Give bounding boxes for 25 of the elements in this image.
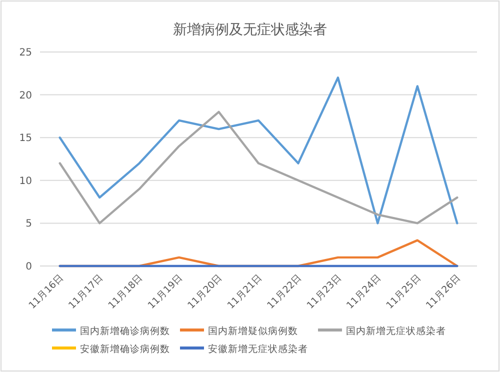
x-tick-label: 11月22日 (265, 272, 304, 312)
legend-label: 国内新增疑似病例数 (208, 325, 298, 337)
y-tick-label: 5 (26, 218, 32, 230)
x-tick-label: 11月18日 (106, 272, 146, 312)
line-series (58, 110, 458, 224)
x-tick-label: 11月19日 (146, 272, 186, 312)
x-tick-label: 11月16日 (26, 272, 66, 312)
y-tick-label: 20 (19, 90, 32, 102)
x-tick-label: 11月25日 (384, 272, 424, 312)
x-tick-label: 11月24日 (344, 272, 384, 312)
legend-label: 安徽新增确诊病例数 (80, 343, 170, 355)
y-tick-label: 0 (26, 262, 32, 272)
legend-label: 国内新增确诊病例数 (80, 325, 170, 337)
x-tick-label: 11月21日 (226, 272, 265, 312)
x-tick-label: 11月23日 (305, 272, 344, 312)
line-series (58, 76, 458, 224)
legend-label: 国内新增无症状感染者 (346, 325, 446, 337)
y-tick-label: 15 (19, 133, 32, 144)
y-tick-label: 25 (19, 48, 32, 58)
chart-title: 新增病例及无症状感染者 (173, 22, 327, 38)
x-tick-label: 11月17日 (66, 272, 106, 312)
x-tick-label: 11月26日 (424, 272, 464, 312)
legend-label: 安徽新增无症状感染者 (208, 343, 308, 355)
x-tick-label: 11月20日 (186, 272, 225, 312)
y-tick-label: 10 (19, 176, 32, 187)
